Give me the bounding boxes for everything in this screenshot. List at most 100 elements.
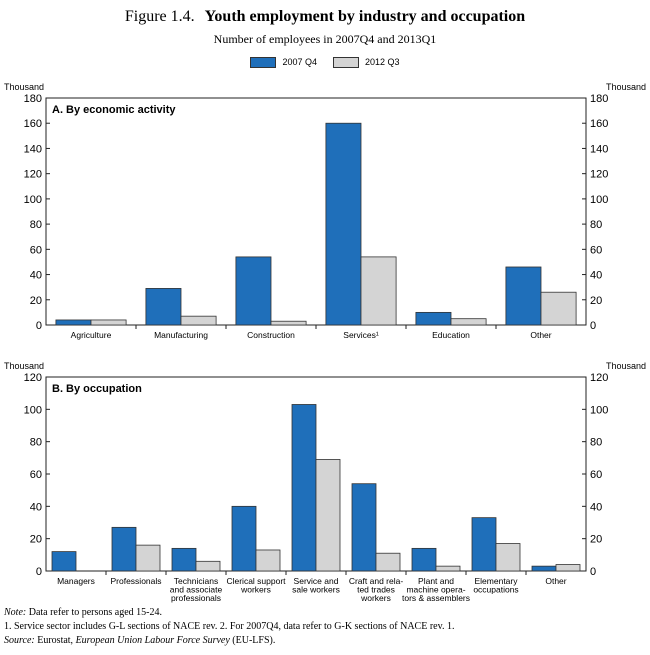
chart-a-panel-title: A. By economic activity <box>52 104 176 116</box>
chart-b-xlabel-technicians-and-associate-professionals: Technicians and associate professionals <box>170 576 223 603</box>
chart-a-ytick-label-right-180: 180 <box>590 93 608 105</box>
chart-a-bar-other-2012-q3 <box>540 291 577 326</box>
legend-label-2007q4: 2007 Q4 <box>282 57 317 67</box>
chart-a-ytick-label-left-100: 100 <box>24 194 42 206</box>
chart-b-ylabel-left: Thousand <box>4 361 44 371</box>
chart-a-ytick-label-left-20: 20 <box>30 295 42 307</box>
figure-number: Figure 1.4. <box>124 8 195 25</box>
chart-a-ytick-label-left-180: 180 <box>24 93 42 105</box>
chart-b-ytick-label-left-120: 120 <box>24 372 42 384</box>
chart-a-ylabel-left: Thousand <box>4 82 44 92</box>
chart-b-ytick-label-left-100: 100 <box>24 404 42 416</box>
chart-a-bar-services-2012-q3 <box>360 256 397 326</box>
chart-a-bar-construction-2007-q4 <box>235 256 272 326</box>
legend-label-2012q3: 2012 Q3 <box>365 57 400 67</box>
chart-b-ytick-label-left-0: 0 <box>36 566 42 578</box>
chart-b-bar-plant-and-machine-operators-assemblers-2012-q3 <box>435 565 461 572</box>
chart-a-ytick-label-left-140: 140 <box>24 143 42 155</box>
source-line: Source: Eurostat, European Union Labour … <box>4 635 276 646</box>
chart-a-ytick-label-right-60: 60 <box>590 244 602 256</box>
chart-b-bar-professionals-2007-q4 <box>111 526 137 572</box>
chart-a-xlabel-manufacturing: Manufacturing <box>154 330 208 340</box>
chart-a-ytick-label-right-120: 120 <box>590 169 608 181</box>
chart-b-ytick-label-right-40: 40 <box>590 501 602 513</box>
chart-b-bar-elementary-occupations-2012-q3 <box>495 543 521 572</box>
chart-b-bar-other-2007-q4 <box>531 565 557 572</box>
chart-a-bar-manufacturing-2007-q4 <box>145 288 182 326</box>
chart-b-ytick-label-left-60: 60 <box>30 469 42 481</box>
chart-b-xlabel-managers: Managers <box>57 576 95 586</box>
chart-a-ytick-label-right-80: 80 <box>590 219 602 231</box>
chart-b-bar-clerical-support-workers-2007-q4 <box>231 505 257 572</box>
chart-a-bar-agriculture-2012-q3 <box>90 319 127 326</box>
chart-b-xlabel-plant-and-machine-operators-assemblers: Plant and machine opera-tors & assemblers <box>402 576 470 603</box>
chart-b-bar-service-and-sale-workers-2007-q4 <box>291 404 317 572</box>
legend: 2007 Q4 2012 Q3 <box>0 54 650 70</box>
chart-b-bar-service-and-sale-workers-2012-q3 <box>315 459 341 572</box>
chart-a-bar-manufacturing-2012-q3 <box>180 315 217 326</box>
note-line: Note: Data refer to persons aged 15-24. <box>4 607 162 618</box>
chart-b-bar-managers-2007-q4 <box>51 551 77 572</box>
chart-b-ytick-label-right-80: 80 <box>590 437 602 449</box>
chart-b-ytick-label-right-0: 0 <box>590 566 596 578</box>
chart-b-occupation: Thousand Thousand 0 0 20 20 40 40 60 60 80 80 100 100… <box>4 361 646 603</box>
chart-b-ytick-label-left-40: 40 <box>30 501 42 513</box>
chart-a-bar-agriculture-2007-q4 <box>55 319 92 326</box>
chart-b-bar-technicians-and-associate-professionals-2007-q4 <box>171 547 197 572</box>
chart-a-ytick-label-left-0: 0 <box>36 320 42 332</box>
legend-item-2012q3: 2012 Q3 <box>333 56 400 68</box>
chart-a-ytick-label-left-60: 60 <box>30 244 42 256</box>
footnote-line: 1. Service sector includes G-L sections … <box>4 621 455 632</box>
chart-a-xlabel-other: Other <box>530 330 551 340</box>
chart-a-ytick-label-left-40: 40 <box>30 270 42 282</box>
chart-b-ytick-label-right-60: 60 <box>590 469 602 481</box>
chart-b-bar-elementary-occupations-2007-q4 <box>471 517 497 572</box>
chart-a-ytick-label-right-20: 20 <box>590 295 602 307</box>
legend-swatch-2007q4 <box>250 56 277 68</box>
chart-b-ytick-label-left-20: 20 <box>30 534 42 546</box>
chart-b-bar-professionals-2012-q3 <box>135 544 161 572</box>
chart-a-bar-services-2007-q4 <box>325 122 362 326</box>
chart-b-xlabel-service-and-sale-workers: Service and sale workers <box>292 576 340 595</box>
chart-b-xlabel-elementary-occupations: Elementary occupations <box>473 576 518 595</box>
chart-b-xlabel-clerical-support-workers: Clerical support workers <box>226 576 286 595</box>
chart-a-xlabel-construction: Construction <box>247 330 295 340</box>
chart-a-ytick-label-left-80: 80 <box>30 219 42 231</box>
chart-b-bar-plant-and-machine-operators-assemblers-2007-q4 <box>411 547 437 572</box>
figure-title-text: Youth employment by industry and occupat… <box>204 8 526 25</box>
chart-b-ytick-label-right-120: 120 <box>590 372 608 384</box>
legend-swatch-2012q3 <box>333 56 359 68</box>
chart-b-xlabel-other: Other <box>545 576 566 586</box>
chart-a-ytick-label-right-0: 0 <box>590 320 596 332</box>
legend-item-2007q4: 2007 Q4 <box>250 56 317 68</box>
chart-a-ytick-label-left-120: 120 <box>24 169 42 181</box>
figure-subtitle: Number of employees in 2007Q4 and 2013Q1 <box>213 32 437 46</box>
chart-a-bar-other-2007-q4 <box>505 266 542 326</box>
chart-b-bar-craft-and-related-trades-workers-2012-q3 <box>375 552 401 572</box>
chart-a-bar-construction-2012-q3 <box>270 320 307 326</box>
chart-b-xlabel-professionals: Professionals <box>110 576 161 586</box>
chart-a-ylabel-right: Thousand <box>606 82 646 92</box>
chart-b-bar-clerical-support-workers-2012-q3 <box>255 549 281 572</box>
chart-a-ytick-label-right-40: 40 <box>590 270 602 282</box>
chart-b-panel-title: B. By occupation <box>52 383 142 395</box>
figure-title: Figure 1.4. Youth employment by industry… <box>0 8 650 26</box>
chart-b-ylabel-right: Thousand <box>606 361 646 371</box>
chart-a-xlabel-education: Education <box>432 330 470 340</box>
chart-b-ytick-label-right-100: 100 <box>590 404 608 416</box>
chart-a-bar-education-2007-q4 <box>415 311 452 326</box>
chart-b-bar-craft-and-related-trades-workers-2007-q4 <box>351 483 377 572</box>
chart-a-economic-activity: Thousand Thousand 0 0 20 20 40 40 60 60 80 80 100 100… <box>4 82 646 340</box>
chart-b-xlabel-craft-and-related-trades-workers: Craft and rela-ted trades workers <box>349 576 403 603</box>
chart-a-xlabel-services: Services¹ <box>343 330 379 340</box>
chart-a-ytick-label-right-160: 160 <box>590 118 608 130</box>
chart-b-ytick-label-right-20: 20 <box>590 534 602 546</box>
chart-b-ytick-label-left-80: 80 <box>30 437 42 449</box>
chart-a-bar-education-2012-q3 <box>450 318 487 326</box>
chart-a-ytick-label-right-140: 140 <box>590 143 608 155</box>
notes: Note: Data refer to persons aged 15-24. … <box>4 606 454 648</box>
chart-a-xlabel-agriculture: Agriculture <box>71 330 112 340</box>
chart-b-bar-other-2012-q3 <box>555 564 581 572</box>
chart-b-bar-technicians-and-associate-professionals-2012-q3 <box>195 560 221 572</box>
chart-a-ytick-label-right-100: 100 <box>590 194 608 206</box>
